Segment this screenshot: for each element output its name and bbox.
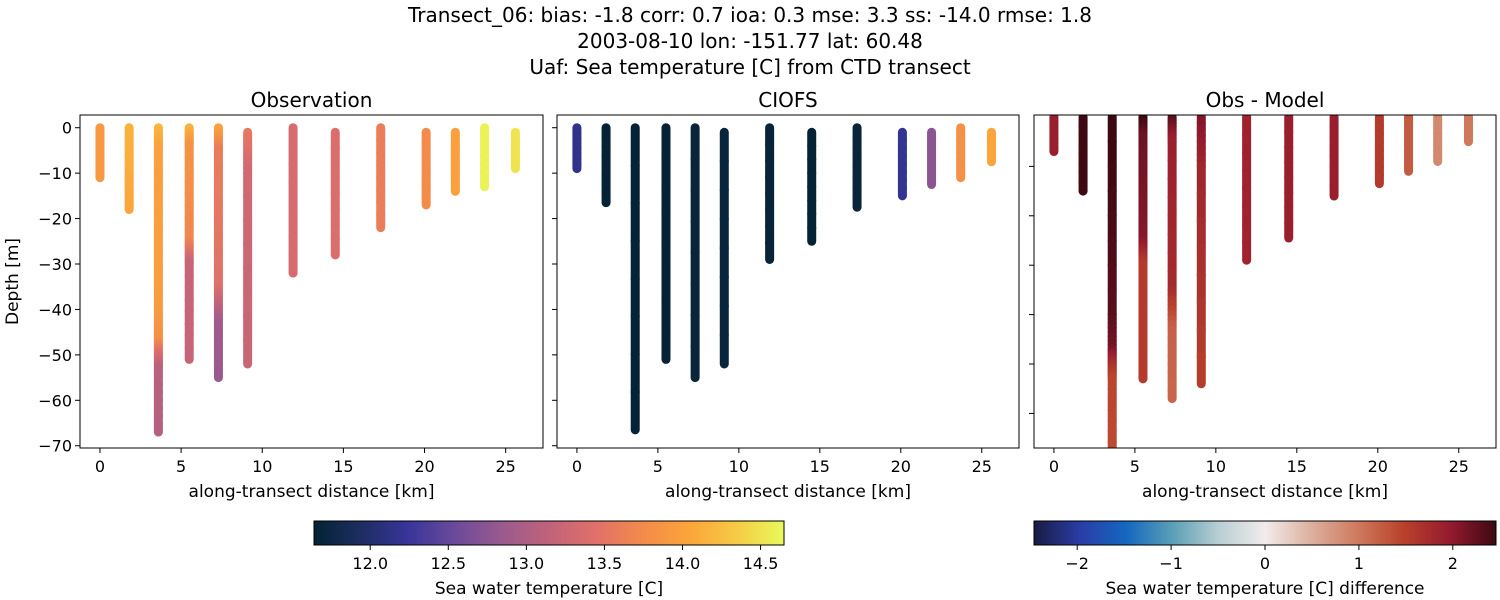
y-tick-label: −30	[38, 255, 72, 274]
x-tick-label: 25	[1449, 457, 1469, 476]
x-tick-label: 15	[333, 457, 353, 476]
y-tick-label: −60	[38, 391, 72, 410]
panel-title: Observation	[251, 88, 373, 112]
y-tick-label: −70	[38, 437, 72, 456]
colorbar-tick-label: 12.5	[430, 554, 466, 573]
colorbar-gradient	[313, 520, 785, 546]
y-tick-label: −10	[38, 164, 72, 183]
axes-frame	[1033, 114, 1497, 449]
y-axis-label: Depth [m]	[3, 238, 23, 325]
colorbar-label: Sea water temperature [C] difference	[1105, 579, 1424, 599]
x-tick-label: 5	[1130, 457, 1140, 476]
x-tick-label: 20	[1368, 457, 1388, 476]
colorbar-tick-label: 12.0	[352, 554, 388, 573]
x-tick-label: 0	[95, 457, 105, 476]
suptitle: Transect_06: bias: -1.8 corr: 0.7 ioa: 0…	[407, 3, 1092, 79]
colorbar-tick-label: 0	[1260, 554, 1270, 573]
colorbar-label: Sea water temperature [C]	[435, 579, 663, 599]
x-tick-label: 15	[1287, 457, 1307, 476]
axes-frame	[556, 114, 1020, 449]
panel-observation: Observation 0 5 10 15 20 25 along-transect dist…	[3, 88, 544, 502]
x-tick-label: 0	[1049, 457, 1059, 476]
panel-ciofs: CIOFS 0 5 10 15 20 25 along-transect distance […	[552, 88, 1020, 502]
profiles	[1049, 115, 1473, 448]
colorbar-tick-label: 14.5	[743, 554, 779, 573]
profiles	[95, 123, 520, 437]
suptitle-line-2: 2003-08-10 lon: -151.77 lat: 60.48	[577, 29, 923, 53]
x-tick-label: 20	[414, 457, 434, 476]
colorbar-temperature: 12.0 12.5 13.0 13.5 14.0 14.5 Sea water temper…	[313, 520, 785, 599]
x-tick-label: 25	[495, 457, 515, 476]
x-tick-label: 0	[572, 457, 582, 476]
x-tick-label: 25	[972, 457, 992, 476]
x-tick-label: 10	[1206, 457, 1226, 476]
x-tick-label: 5	[176, 457, 186, 476]
x-axis-label: along-transect distance [km]	[1142, 482, 1388, 502]
profiles	[572, 123, 996, 435]
x-tick-label: 20	[891, 457, 911, 476]
colorbar-tick-label: −2	[1065, 554, 1089, 573]
colorbar-tick-label: 2	[1448, 554, 1458, 573]
panel-title: CIOFS	[758, 88, 817, 112]
x-tick-label: 10	[252, 457, 272, 476]
y-tick-label: −50	[38, 346, 72, 365]
x-axis-label: along-transect distance [km]	[665, 482, 911, 502]
axes-frame	[79, 114, 544, 449]
x-tick-label: 15	[810, 457, 830, 476]
x-tick-label: 5	[653, 457, 663, 476]
x-axis-label: along-transect distance [km]	[189, 482, 435, 502]
colorbar-difference: −2 −1 0 1 2 Sea water temperature [C] differe…	[1033, 520, 1497, 599]
colorbar-tick-label: −1	[1159, 554, 1183, 573]
colorbar-tick-label: 13.0	[509, 554, 545, 573]
colorbar-tick-label: 1	[1354, 554, 1364, 573]
panel-title: Obs - Model	[1206, 88, 1325, 112]
x-tick-label: 10	[729, 457, 749, 476]
y-tick-label: −20	[38, 210, 72, 229]
colorbar-gradient	[1033, 520, 1497, 546]
suptitle-line-1: Transect_06: bias: -1.8 corr: 0.7 ioa: 0…	[407, 3, 1092, 27]
colorbar-tick-label: 13.5	[587, 554, 623, 573]
colorbar-tick-label: 14.0	[665, 554, 701, 573]
panel-obs-model: Obs - Model 0 5 10 15 20 25 along-transect dist…	[1029, 88, 1497, 502]
y-tick-label: 0	[62, 119, 72, 138]
suptitle-line-3: Uaf: Sea temperature [C] from CTD transe…	[529, 55, 970, 79]
y-tick-label: −40	[38, 300, 72, 319]
